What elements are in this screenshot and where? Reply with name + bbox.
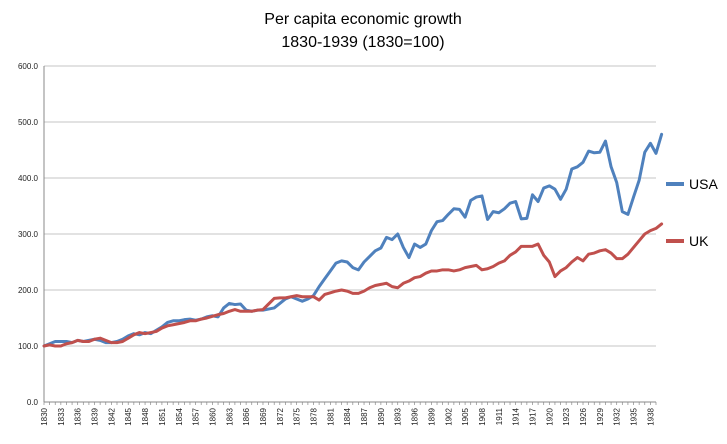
x-tick-label: 1929 (596, 407, 605, 425)
chart-title: Per capita economic growth (264, 11, 461, 28)
x-tick-label: 1905 (461, 407, 470, 425)
legend: USA UK (666, 176, 718, 249)
x-tick-label: 1872 (276, 407, 285, 425)
x-axis-tick-labels: 1830 1833 1836 1839 1842 1845 1848 1851 1854 1857… (40, 407, 655, 425)
x-tick-label: 1932 (613, 407, 622, 425)
x-tick-label: 1878 (310, 407, 319, 425)
x-tick-label: 1833 (57, 407, 66, 425)
x-tick-label: 1875 (293, 407, 302, 425)
x-tick-label: 1920 (545, 407, 554, 425)
y-tick-label: 0.0 (27, 398, 39, 407)
x-tick-label: 1830 (40, 407, 49, 425)
x-tick-label: 1851 (158, 407, 167, 425)
y-tick-label: 200.0 (18, 286, 39, 295)
y-tick-label: 300.0 (18, 230, 39, 239)
x-tick-label: 1884 (343, 407, 352, 425)
x-tick-label: 1842 (107, 407, 116, 425)
y-tick-label: 500.0 (18, 118, 39, 127)
x-tick-label: 1914 (512, 407, 521, 425)
x-tick-label: 1854 (175, 407, 184, 425)
x-tick-label: 1836 (74, 407, 83, 425)
x-tick-label: 1866 (242, 407, 251, 425)
x-tick-label: 1926 (579, 407, 588, 425)
gridlines (44, 65, 656, 347)
x-tick-label: 1839 (91, 407, 100, 425)
x-tick-label: 1896 (411, 407, 420, 425)
y-tick-label: 400.0 (18, 174, 39, 183)
chart-subtitle: 1830-1939 (1830=100) (281, 34, 444, 51)
x-tick-label: 1911 (495, 407, 504, 425)
legend-label-usa: USA (689, 176, 718, 192)
x-tick-label: 1899 (427, 407, 436, 425)
x-tick-label: 1860 (208, 407, 217, 425)
series-line-uk (42, 222, 664, 348)
x-tick-label: 1845 (124, 407, 133, 425)
y-axis-tick-labels: 0.0 100.0 200.0 300.0 400.0 500.0 600.0 (18, 62, 39, 407)
x-tick-label: 1887 (360, 407, 369, 425)
y-tick-label: 600.0 (18, 62, 39, 71)
x-tick-label: 1863 (225, 407, 234, 425)
x-tick-label: 1902 (444, 407, 453, 425)
x-tick-label: 1869 (259, 407, 268, 425)
x-tick-label: 1935 (630, 407, 639, 425)
x-tick-label: 1938 (646, 407, 655, 425)
x-tick-label: 1923 (562, 407, 571, 425)
series-lines (42, 132, 664, 348)
y-tick-label: 100.0 (18, 342, 39, 351)
x-tick-label: 1857 (192, 407, 201, 425)
x-tick-label: 1881 (326, 407, 335, 425)
x-tick-label: 1893 (394, 407, 403, 425)
x-tick-label: 1917 (528, 407, 537, 425)
x-tick-label: 1890 (377, 407, 386, 425)
legend-label-uk: UK (689, 233, 709, 249)
x-tick-label: 1848 (141, 407, 150, 425)
x-tick-label: 1908 (478, 407, 487, 425)
